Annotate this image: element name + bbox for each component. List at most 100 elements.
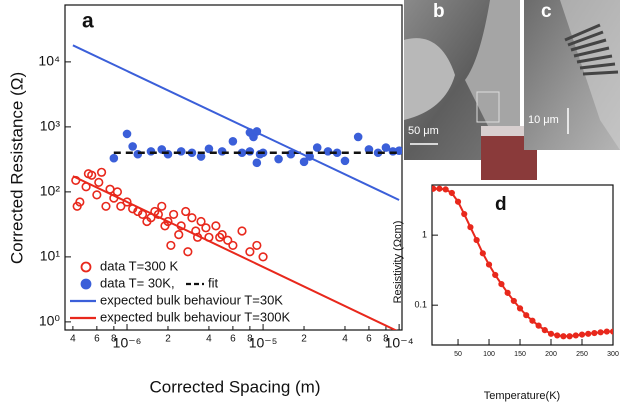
data-point — [381, 143, 391, 152]
data-point — [223, 235, 233, 245]
y-tick-label: 0.1 — [414, 300, 427, 310]
data-point — [160, 221, 170, 231]
data-point — [137, 209, 148, 220]
data-point — [498, 280, 505, 288]
legend-marker — [80, 261, 92, 273]
data-point — [529, 317, 536, 324]
y-tick-label: 10³ — [40, 118, 61, 134]
data-point — [485, 261, 493, 268]
x-axis-label: Corrected Spacing (m) — [149, 377, 320, 396]
data-point — [204, 144, 214, 154]
data-point — [467, 224, 474, 231]
y-tick-label: 10² — [40, 183, 61, 199]
y-tick-label: 10⁰ — [39, 313, 61, 329]
panel-label: a — [82, 10, 94, 33]
data-point — [323, 147, 333, 156]
data-point — [479, 250, 486, 257]
chart: 4 6 810⁻⁶ 2 4 6 810⁻⁵ 2 4 6 810⁻⁴10⁰10¹10²10³10⁴aC… — [7, 4, 414, 396]
data-point — [174, 230, 184, 240]
series-line — [433, 187, 613, 338]
data-point — [201, 223, 211, 233]
data-point — [547, 330, 555, 337]
data-point — [299, 157, 309, 167]
x-tick-label: 8 — [247, 334, 253, 345]
data-point — [461, 210, 468, 218]
scale-label: 10 μm — [528, 114, 559, 126]
data-point — [516, 305, 524, 312]
data-point — [523, 312, 530, 319]
x-tick-label: 50 — [454, 351, 462, 358]
data-point — [340, 156, 350, 166]
data-point — [72, 201, 82, 211]
data-point — [448, 189, 455, 197]
x-tick-label: 4 — [70, 334, 76, 345]
plot-frame — [64, 4, 403, 331]
data-point — [183, 247, 193, 257]
data-point — [454, 198, 462, 205]
data-point — [510, 297, 517, 305]
electrode — [465, 0, 520, 160]
x-tick-label: 6 — [94, 334, 100, 345]
data-point — [353, 132, 363, 142]
x-tick-label: 6 — [230, 334, 236, 345]
data-point — [578, 331, 586, 338]
y-axis-label: Resistivity (Ωcm) — [392, 221, 404, 304]
data-point — [286, 149, 296, 159]
data-point — [187, 213, 197, 223]
data-point — [591, 329, 598, 337]
legend-label: fit — [208, 275, 219, 290]
x-tick-label: 8 — [111, 334, 117, 345]
data-point — [541, 327, 548, 334]
data-point — [492, 271, 499, 279]
data-point — [122, 129, 132, 139]
panel-c: c 10 μm — [524, 0, 620, 150]
data-point — [116, 201, 126, 211]
x-tick-label: 10⁻⁶ — [113, 335, 142, 351]
data-point — [504, 289, 511, 296]
data-point — [436, 185, 443, 192]
x-tick-label: 300 — [607, 351, 619, 358]
y-tick-label: 10¹ — [40, 248, 61, 264]
data-point — [217, 147, 227, 156]
panel-label: c — [541, 1, 552, 22]
data-point — [274, 154, 283, 164]
x-tick-label: 100 — [483, 351, 495, 358]
series-line — [72, 175, 398, 330]
series-line — [72, 44, 400, 201]
legend-label: data T= 30K, — [100, 275, 175, 290]
x-tick-label: 4 — [342, 334, 348, 345]
data-point — [597, 329, 604, 336]
chart: 50 100 150 200 250 300 0.1 1 d Temperature(K) Resi… — [392, 184, 619, 402]
data-point — [122, 197, 132, 207]
data-point — [258, 252, 268, 262]
plot-area — [71, 44, 402, 330]
data-point — [245, 247, 255, 257]
data-point — [603, 328, 610, 335]
data-point — [142, 216, 152, 227]
wires — [564, 23, 619, 76]
panel-label: d — [495, 194, 507, 215]
plot-frame — [431, 184, 614, 346]
legend-label: expected bulk behaviour T=300K — [100, 309, 291, 324]
y-tick-label: 10⁴ — [38, 53, 60, 69]
data-point — [432, 185, 437, 192]
data-point — [169, 209, 179, 220]
data-point — [394, 146, 402, 156]
inset-edge — [481, 126, 537, 136]
data-point — [312, 143, 322, 152]
panel-b: b 50 μm — [404, 0, 537, 180]
x-tick-label: 2 — [301, 334, 307, 345]
x-tick-label: 10⁻⁵ — [249, 335, 278, 351]
inset-frame — [476, 91, 500, 123]
data-point — [609, 328, 613, 335]
data-point — [146, 147, 156, 156]
data-point — [94, 177, 104, 187]
data-point — [245, 147, 255, 156]
data-point — [196, 216, 206, 227]
x-tick-label: 4 — [206, 334, 212, 345]
data-point — [237, 226, 247, 236]
data-point — [157, 201, 167, 211]
data-point — [101, 201, 111, 211]
x-tick-label: 2 — [165, 334, 171, 345]
